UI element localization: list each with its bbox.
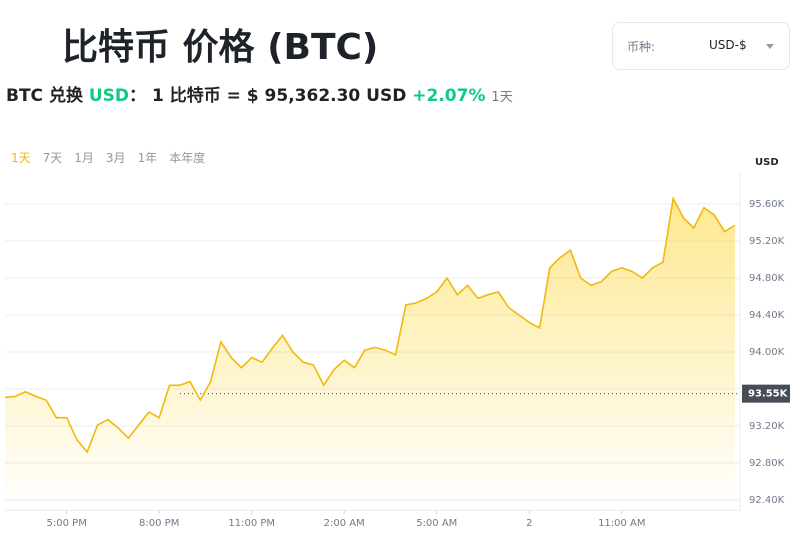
x-tick-label: 2:00 AM <box>324 518 365 529</box>
reference-label-bg <box>742 384 790 403</box>
rate-change: +2.07% <box>412 86 486 106</box>
reference-label: 93.55K <box>748 389 789 400</box>
x-tick-label: 11:00 AM <box>598 518 645 529</box>
y-tick-label: 94.00K <box>749 347 785 358</box>
y-axis-label: USD <box>755 157 779 168</box>
currency-label: 币种: <box>627 40 656 54</box>
time-tab[interactable]: 1年 <box>137 151 158 165</box>
time-tab[interactable]: 3月 <box>105 151 126 165</box>
rate-text: 1 比特币 = $ 95,362.30 USD <box>151 86 407 106</box>
rate-sep: ： <box>129 86 147 106</box>
page-title: 比特币 价格 (BTC) <box>62 27 379 68</box>
x-tick-label: 11:00 PM <box>228 518 275 529</box>
rate-prefix: BTC 兑换 <box>6 86 83 106</box>
x-tick-label: 2 <box>526 518 532 529</box>
time-tab[interactable]: 1天 <box>11 151 31 165</box>
rate-period: 1天 <box>491 90 513 105</box>
rate-quote: USD <box>88 86 130 106</box>
time-tab[interactable]: 7天 <box>42 151 63 165</box>
area-fill <box>5 198 735 510</box>
y-tick-label: 92.80K <box>749 458 785 469</box>
currency-select[interactable]: 币种: USD-$ <box>612 22 790 70</box>
price-line <box>4 195 736 454</box>
x-tick-label: 5:00 PM <box>47 518 87 529</box>
y-tick-label: 93.20K <box>749 421 785 432</box>
x-tick-label: 5:00 AM <box>416 518 457 529</box>
y-tick-label: 95.60K <box>749 199 785 210</box>
rate-line: BTC 兑换 USD： 1 比特币 = $ 95,362.30 USD +2.0… <box>6 81 513 106</box>
y-tick-label: 95.20K <box>749 236 785 247</box>
tabs: 1天 7天 1月 3月 1年 本年度 <box>11 149 217 166</box>
time-tab[interactable]: 1月 <box>74 151 94 165</box>
caret <box>766 44 774 49</box>
y-tick-label: 94.40K <box>749 310 785 321</box>
x-tick-label: 8:00 PM <box>139 518 179 529</box>
y-tick-label: 92.40K <box>749 495 785 506</box>
time-tab[interactable]: 本年度 <box>169 151 206 165</box>
currency-value: USD-$ <box>709 38 747 52</box>
y-tick-label: 94.80K <box>749 273 785 284</box>
